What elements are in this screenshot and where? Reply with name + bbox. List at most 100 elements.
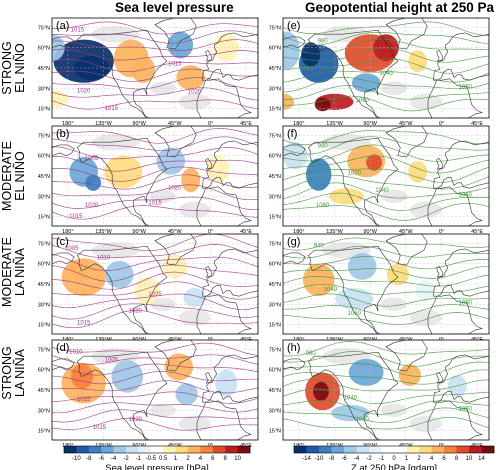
insignificant-area: [381, 81, 407, 96]
colorbar-swatch: [225, 446, 238, 453]
contour-label: 1040: [379, 71, 393, 77]
coastline: [436, 49, 444, 62]
contour-line: [283, 130, 489, 145]
colorbar-swatch: [444, 446, 457, 453]
lat-tick-label: 60°N: [269, 262, 281, 268]
coastline: [308, 351, 399, 440]
contour-line: [283, 265, 489, 279]
anomaly-blob: [348, 358, 384, 386]
contour-label: 1040: [344, 396, 358, 402]
colorbar-swatch: [356, 446, 370, 453]
lat-tick-label: 15°N: [38, 107, 50, 113]
contour-label: 1015: [71, 28, 85, 34]
coastline: [385, 126, 428, 158]
colorbar-swatch: [88, 446, 102, 453]
colorbar-tick-label: -2: [123, 456, 129, 462]
contour-line: [52, 196, 258, 211]
colorbar-swatch: [200, 446, 214, 453]
contour-label: 980: [306, 351, 317, 357]
map-panel: 1015 1020 1015 1015 1020 (a) 75°N 60°N 45°N 30°N 1…: [38, 17, 259, 127]
panel-letter: (b): [56, 128, 69, 140]
lon-tick-label: 180°: [62, 121, 73, 127]
contour-label: 1015: [93, 425, 107, 431]
lon-tick-label: 135°W: [95, 229, 112, 235]
contour-line: [52, 342, 258, 356]
coastline: [196, 294, 252, 334]
panel-letter: (d): [56, 342, 69, 354]
lat-tick-label: 15°N: [269, 107, 281, 113]
insignificant-area: [178, 93, 211, 110]
contour-line: [52, 391, 258, 404]
contour-label: 1040: [375, 188, 389, 194]
contour-line: [283, 388, 489, 404]
map-panel: 940104010601060(g)75°N60°N45°N30°N15°N18…: [269, 233, 490, 343]
panel-letter: (a): [56, 20, 69, 32]
contour-line: [52, 234, 258, 252]
lat-tick-label: 75°N: [269, 25, 281, 31]
coastline: [283, 358, 306, 371]
coastline: [77, 351, 168, 440]
contour-label: 1000: [300, 67, 314, 73]
colorbar-label: Sea level pressure [hPa]: [105, 463, 209, 470]
contour-line: [52, 371, 258, 385]
panel-letter: (f): [287, 128, 297, 140]
map-panel: 1010 1005 1015 1015 1020 (d) 75°N 60°N 45°N 30°N 1…: [38, 339, 259, 449]
contour-line: [52, 21, 258, 35]
anomaly-blob: [366, 154, 382, 171]
contour-line: [283, 31, 489, 46]
contour-line: [52, 58, 258, 73]
lon-tick-label: 0°: [208, 229, 213, 235]
contour-line: [283, 400, 489, 415]
colorbar-swatch: [469, 446, 482, 453]
contour-line: [283, 293, 489, 307]
lat-tick-label: 30°N: [269, 194, 281, 200]
contour-line: [283, 85, 489, 100]
anomaly-blob: [183, 288, 206, 307]
colorbar-tick-label: 4: [430, 456, 434, 462]
contour-line: [283, 77, 489, 93]
coastline: [77, 245, 168, 334]
contour-label: 1060: [316, 203, 330, 209]
lat-tick-label: 75°N: [269, 241, 281, 247]
anomaly-blob: [283, 93, 295, 110]
colorbar-swatch: [331, 446, 345, 453]
colorbar-frame: [63, 445, 251, 454]
map-panel: 980104010601060(h)75°N60°N45°N30°N15°N18…: [269, 339, 490, 449]
contour-label: 1015: [168, 61, 182, 67]
colorbar-tick-label: 10: [466, 456, 473, 462]
contour-line: [52, 293, 258, 311]
lon-tick-label: 135°W: [95, 121, 112, 127]
lat-tick-label: 75°N: [38, 241, 50, 247]
colorbar-swatch: [163, 446, 176, 453]
lat-tick-label: 30°N: [269, 302, 281, 308]
title-geopotential-height: Geopotential height at 250 Pa: [305, 0, 495, 15]
coastline: [385, 234, 428, 266]
contour-line: [52, 48, 258, 61]
contour-line: [52, 146, 258, 160]
lat-tick-label: 15°N: [269, 215, 281, 221]
map-panel: 1005 1010 1025 1015 1020 (c) 75°N 60°N 45°N 30°N 1…: [38, 233, 259, 343]
contour-line: [52, 281, 258, 300]
lat-tick-label: 75°N: [38, 133, 50, 139]
colorbar-tick-label: 1: [174, 456, 178, 462]
contour-label: 1060: [356, 417, 370, 423]
colorbar-tick-label: -4: [111, 456, 117, 462]
lon-tick-label: 45°E: [240, 121, 252, 127]
coastline: [202, 140, 258, 189]
coastline: [433, 248, 489, 297]
contour-line: [52, 68, 258, 82]
contour-line: [283, 283, 489, 295]
lat-tick-label: 15°N: [269, 429, 281, 435]
contour-line: [52, 205, 258, 220]
insignificant-area: [409, 309, 442, 326]
contour-line: [52, 77, 258, 90]
lon-tick-label: 135°W: [326, 229, 343, 235]
insignificant-area: [381, 297, 407, 312]
contour-label: 1015: [148, 200, 162, 206]
map-panel: 10051015102010151020(b)75°N60°N45°N30°N1…: [38, 125, 259, 235]
lon-tick-label: 0°: [439, 229, 444, 235]
insignificant-area: [150, 297, 176, 312]
insignificant-area: [409, 415, 442, 432]
contour-line: [283, 21, 489, 36]
lat-tick-label: 30°N: [38, 194, 50, 200]
